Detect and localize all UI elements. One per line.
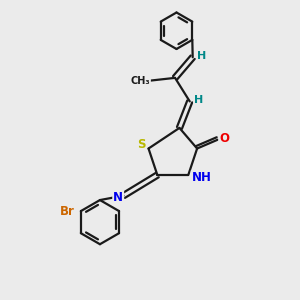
Text: S: S [137, 138, 146, 151]
Text: H: H [194, 95, 203, 105]
Text: H: H [201, 172, 211, 184]
Text: N: N [113, 190, 123, 204]
Text: H: H [197, 51, 206, 61]
Text: CH₃: CH₃ [130, 76, 150, 86]
Text: O: O [219, 132, 229, 145]
Text: NH: NH [192, 171, 212, 184]
Text: Br: Br [60, 205, 75, 218]
Text: N: N [194, 172, 204, 184]
